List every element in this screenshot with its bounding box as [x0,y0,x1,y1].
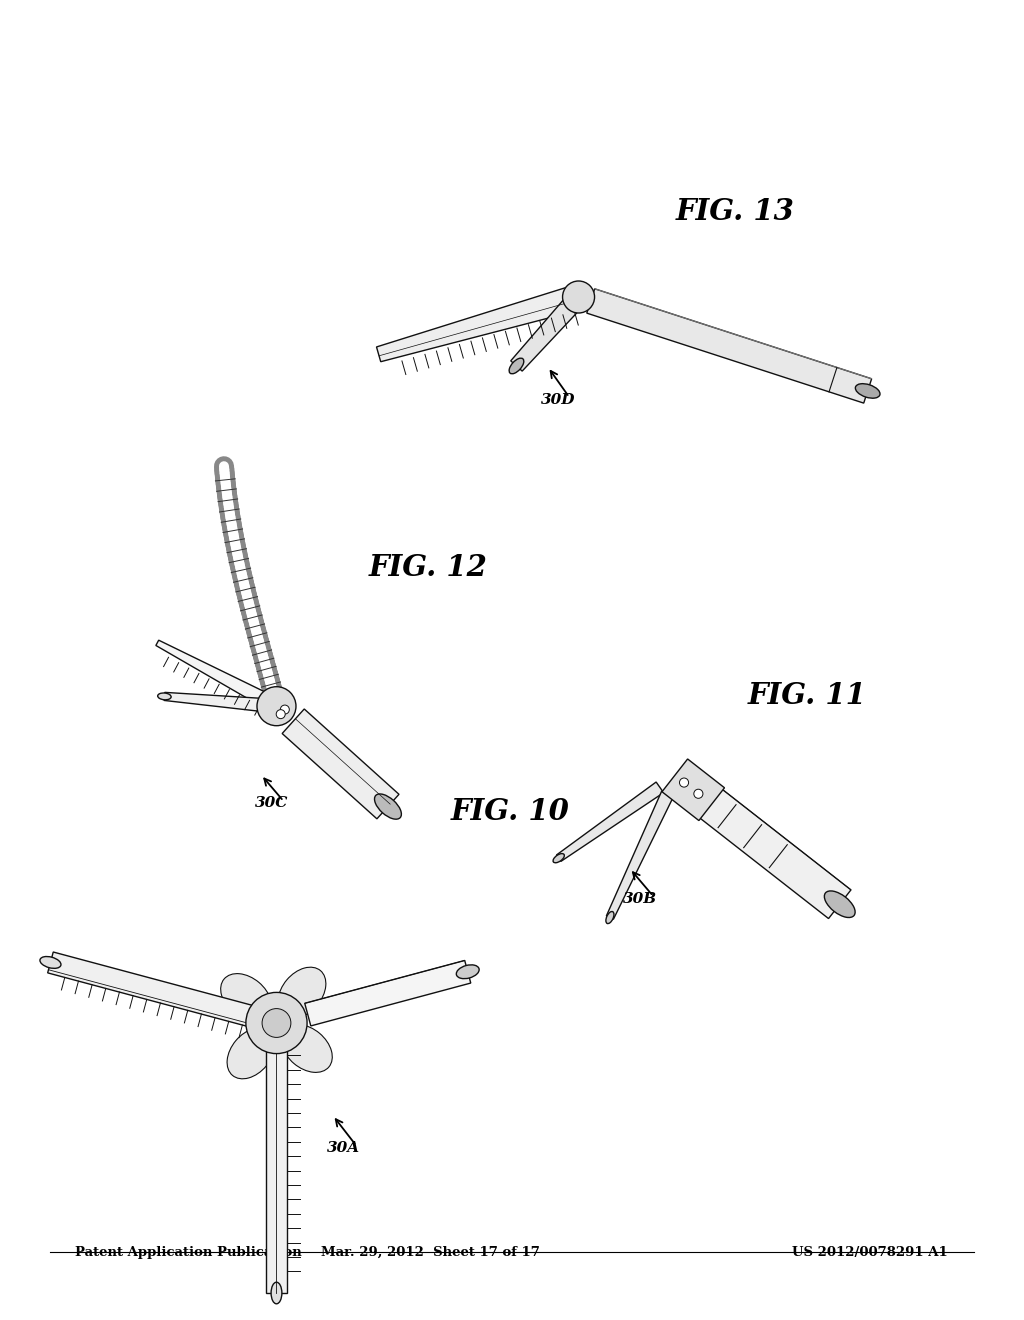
Ellipse shape [509,358,524,374]
Polygon shape [695,785,851,919]
Ellipse shape [158,693,171,700]
Ellipse shape [40,957,61,969]
Polygon shape [662,759,725,821]
Text: FIG. 10: FIG. 10 [451,797,569,826]
Ellipse shape [553,854,564,863]
Circle shape [680,777,688,787]
Ellipse shape [282,1024,332,1072]
Circle shape [281,705,290,714]
Ellipse shape [271,1282,282,1304]
Text: Patent Application Publication: Patent Application Publication [75,1246,302,1259]
Polygon shape [156,640,273,709]
Text: US 2012/0078291 A1: US 2012/0078291 A1 [793,1246,948,1259]
Circle shape [562,281,595,313]
Polygon shape [511,290,586,371]
Ellipse shape [855,384,880,399]
Text: FIG. 12: FIG. 12 [369,553,487,582]
Polygon shape [606,791,674,919]
Ellipse shape [606,912,614,924]
Circle shape [246,993,307,1053]
Circle shape [257,686,296,726]
Polygon shape [587,289,871,403]
Circle shape [694,789,702,799]
Text: Mar. 29, 2012  Sheet 17 of 17: Mar. 29, 2012 Sheet 17 of 17 [321,1246,540,1259]
Polygon shape [377,285,582,362]
Polygon shape [283,709,399,818]
Text: FIG. 11: FIG. 11 [748,681,866,710]
Ellipse shape [227,1028,275,1078]
Polygon shape [305,961,471,1026]
Polygon shape [48,952,253,1027]
Text: 30D: 30D [541,392,575,407]
Text: 30C: 30C [255,796,288,810]
Circle shape [276,710,286,718]
Polygon shape [265,1049,288,1294]
Ellipse shape [221,974,271,1022]
Ellipse shape [278,968,326,1018]
Polygon shape [556,781,664,862]
Ellipse shape [375,793,401,820]
Text: 30A: 30A [327,1140,359,1155]
Polygon shape [164,693,269,713]
Ellipse shape [457,965,479,978]
Circle shape [262,1008,291,1038]
Text: 30B: 30B [623,891,657,906]
Text: FIG. 13: FIG. 13 [676,197,795,226]
Ellipse shape [824,891,855,917]
